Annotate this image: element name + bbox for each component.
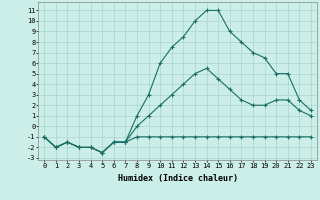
X-axis label: Humidex (Indice chaleur): Humidex (Indice chaleur)	[118, 174, 238, 183]
